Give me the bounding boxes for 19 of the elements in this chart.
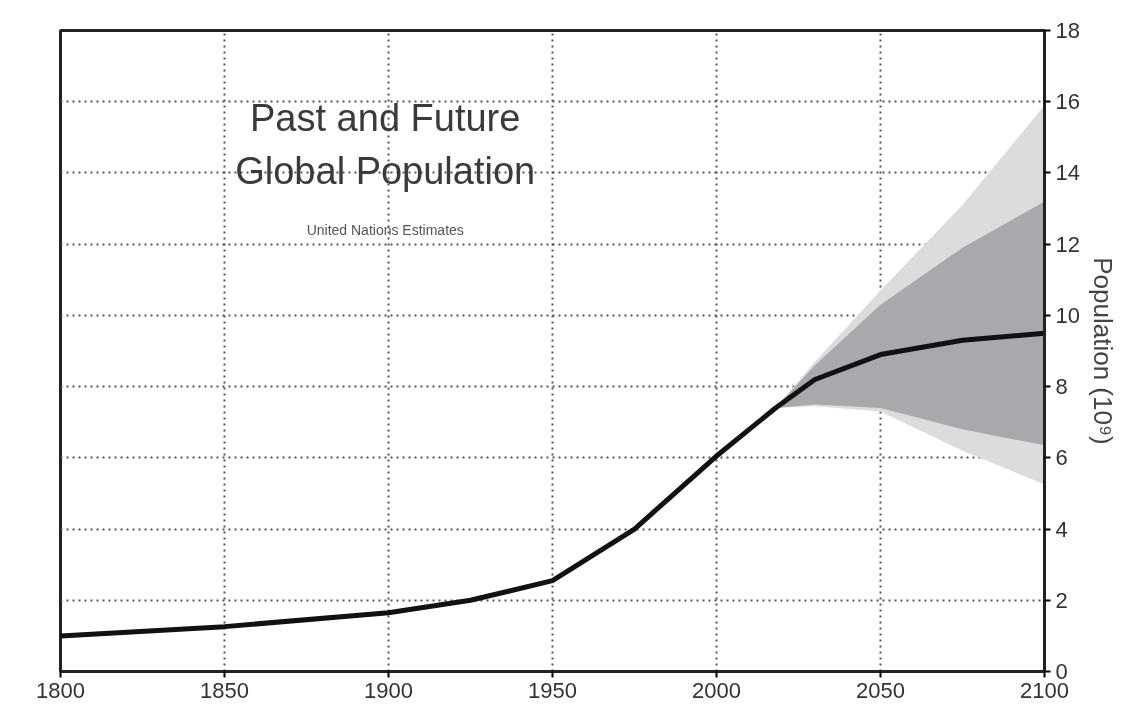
y2-tick-label: 10 [1055, 302, 1080, 328]
x-tick-label: 1950 [528, 677, 577, 703]
y2-tick-label: 2 [1055, 587, 1068, 613]
y2-tick-label: 0 [1055, 659, 1068, 684]
y2-tick-label: 4 [1055, 516, 1068, 542]
x-tick-label: 1800 [36, 677, 85, 703]
y2-axis-title: Population (10⁹) [1087, 257, 1118, 445]
x-tick-label: 1900 [364, 677, 413, 703]
text: United Nations Estimates [306, 221, 464, 238]
y2-tick-label: 8 [1055, 374, 1068, 400]
y2-tick-label: 12 [1055, 231, 1080, 257]
y2-tick-label: 6 [1055, 445, 1068, 471]
text: Past and Future Global Population [235, 97, 536, 192]
x-tick-label: 2050 [856, 677, 905, 703]
y2-tick-label: 18 [1055, 18, 1080, 43]
y2-tick-label: 16 [1055, 89, 1080, 115]
y2-tick-label: 14 [1055, 160, 1080, 186]
x-tick-label: 1850 [200, 677, 249, 703]
x-tick-label: 2000 [692, 677, 741, 703]
